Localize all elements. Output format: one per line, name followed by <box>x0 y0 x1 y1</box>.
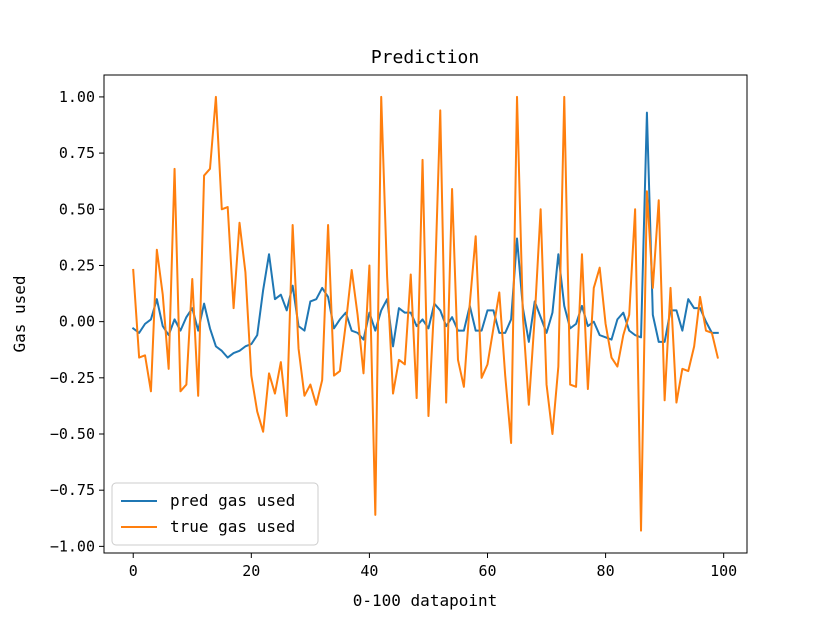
x-tick-label: 60 <box>478 562 496 580</box>
y-tick-label: 0.50 <box>59 200 95 218</box>
true-gas-used-line <box>132 95 719 532</box>
y-tick-label: 1.00 <box>59 88 95 106</box>
y-tick-label: 0.75 <box>59 144 95 162</box>
x-tick-label: 20 <box>242 562 260 580</box>
y-tick-label: 0.00 <box>59 313 95 331</box>
y-axis-title: Gas used <box>10 275 29 352</box>
x-tick-label: 80 <box>597 562 615 580</box>
x-axis-title: 0-100 datapoint <box>353 591 498 610</box>
y-tick-label: −0.50 <box>50 425 95 443</box>
axes-frame <box>103 74 748 554</box>
legend-label: true gas used <box>170 517 295 536</box>
x-tick-label: 40 <box>360 562 378 580</box>
x-tick-label: 0 <box>129 562 138 580</box>
y-tick-label: −0.75 <box>50 481 95 499</box>
x-tick-label: 100 <box>710 562 737 580</box>
legend-label: pred gas used <box>170 491 295 510</box>
legend-box <box>111 482 319 546</box>
y-tick-label: 0.25 <box>59 256 95 274</box>
y-axis: −1.00 −0.75 −0.50 −0.25 0.00 0.25 0.50 0.75 1.00 <box>50 88 104 555</box>
plot-area <box>131 95 719 532</box>
x-axis: 0 20 40 60 80 100 <box>129 553 737 580</box>
y-tick-label: −1.00 <box>50 537 95 555</box>
legend: pred gas used true gas used <box>111 482 319 546</box>
chart-title: Prediction <box>371 47 479 68</box>
y-tick-label: −0.25 <box>50 369 95 387</box>
